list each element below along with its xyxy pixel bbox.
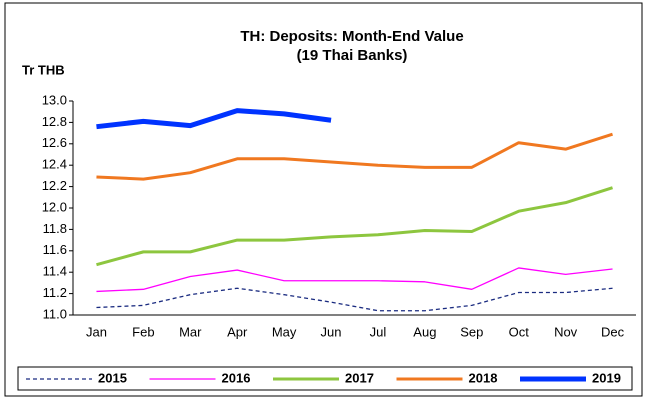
series-line (96, 186, 613, 267)
y-axis-label: Tr THB (22, 62, 65, 77)
x-tick-label: Feb (132, 324, 154, 339)
x-tick-label: Mar (179, 324, 202, 339)
legend-box (17, 366, 633, 391)
y-tick-label: 11.4 (43, 264, 67, 279)
x-tick-label: Dec (601, 324, 625, 339)
x-tick-label: Oct (509, 324, 530, 339)
x-tick-label: Aug (413, 324, 436, 339)
y-tick-label: 11.6 (43, 242, 67, 257)
series-line (96, 108, 332, 130)
y-tick-label: 11.2 (43, 285, 67, 300)
series-line (96, 287, 613, 312)
legend-label: 2019 (592, 370, 621, 385)
series-line (96, 132, 613, 181)
y-tick-label: 12.2 (42, 178, 67, 193)
series-line (96, 267, 613, 293)
legend-label: 2017 (345, 370, 374, 385)
x-tick-label: Jul (370, 324, 387, 339)
y-tick-label: 12.8 (42, 114, 67, 129)
y-tick-label: 13.0 (42, 92, 67, 107)
legend-label: 2015 (98, 370, 127, 385)
y-tick-label: 12.4 (42, 157, 67, 172)
x-tick-label: Nov (554, 324, 578, 339)
y-tick-label: 12.0 (42, 199, 67, 214)
y-tick-label: 11.0 (43, 306, 67, 321)
x-tick-label: Apr (227, 324, 248, 339)
x-tick-label: May (272, 324, 297, 339)
x-tick-label: Jan (86, 324, 107, 339)
x-tick-label: Sep (460, 324, 483, 339)
chart-subtitle: (19 Thai Banks) (297, 47, 408, 64)
x-tick-label: Jun (321, 324, 342, 339)
y-tick-label: 11.8 (43, 221, 67, 236)
chart-title: TH: Deposits: Month-End Value (240, 28, 463, 45)
y-tick-label: 12.6 (42, 135, 67, 150)
legend-label: 2016 (222, 370, 251, 385)
legend-label: 2018 (469, 370, 498, 385)
chart-frame (4, 2, 643, 397)
